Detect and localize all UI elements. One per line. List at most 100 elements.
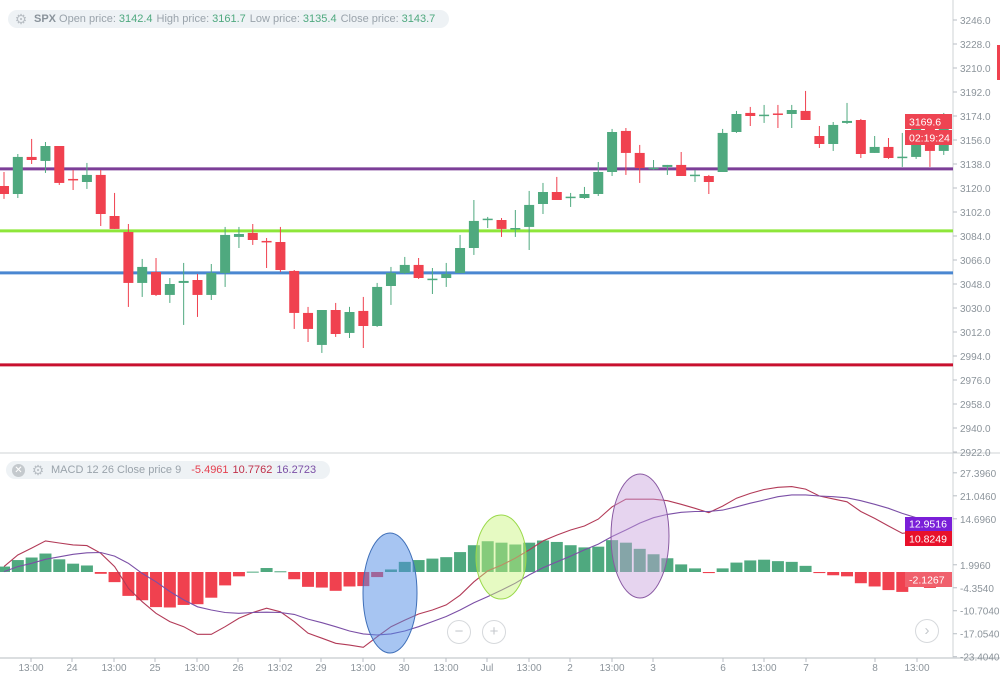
macd-histogram-bar (841, 572, 854, 577)
candle (800, 90, 811, 120)
candle (855, 118, 866, 158)
blue-ellipse-annotation[interactable] (362, 532, 418, 654)
macd-value-1: -5.4961 (191, 464, 229, 476)
candle (81, 162, 92, 189)
candle (524, 190, 535, 250)
candle-body (330, 310, 341, 334)
macd-axis-label: 27.3960 (960, 469, 997, 480)
candle (178, 262, 189, 325)
candle-body (26, 156, 37, 160)
time-axis-label: 29 (315, 663, 327, 674)
candle (316, 310, 327, 353)
macd-histogram-bar (675, 564, 688, 572)
candle (496, 218, 507, 237)
price-axis-label: 3066.0 (960, 256, 991, 267)
macd-histogram-bar (260, 568, 273, 572)
candle-body (800, 110, 811, 120)
candle-body (786, 110, 797, 114)
candle (593, 162, 604, 196)
candle-body (206, 272, 217, 295)
histogram-value-tag: -2.1267 (909, 575, 945, 587)
candle (123, 224, 134, 307)
time-axis-label: 30 (398, 663, 410, 674)
candle-body (855, 120, 866, 154)
candle-body (427, 278, 438, 281)
candle-body (717, 132, 728, 172)
last-price-tag: 3169.6 (909, 117, 941, 129)
macd-histogram-bar (80, 565, 93, 572)
candle-body (441, 274, 452, 278)
macd-histogram-bar (108, 572, 121, 583)
time-axis-label: 13:02 (267, 663, 292, 674)
candle (883, 138, 894, 159)
candle (12, 154, 23, 198)
macd-histogram-bar (785, 561, 798, 572)
time-axis-label: 13:00 (904, 663, 929, 674)
candle (662, 164, 673, 175)
gear-icon[interactable]: ⚙ (14, 11, 28, 27)
macd-histogram-bar (343, 572, 356, 587)
candle-body (551, 192, 562, 200)
candle (537, 182, 548, 214)
candle (869, 136, 880, 153)
zoom-out-button[interactable]: − (447, 620, 471, 644)
macd-histogram-bar (550, 541, 563, 572)
last-price-tag-bg (905, 114, 952, 129)
macd-histogram-bar (288, 572, 301, 580)
candle (330, 302, 341, 337)
candle-body (247, 232, 258, 240)
candle-body (0, 186, 9, 194)
candle (275, 226, 286, 272)
low-label: Low price: (249, 13, 300, 25)
macd-histogram-bar (11, 560, 24, 572)
macd-histogram-bar (702, 572, 715, 574)
macd-name: MACD 12 26 Close price 9 (51, 464, 182, 476)
candle (0, 172, 9, 199)
candle (247, 224, 258, 245)
candle (510, 210, 521, 237)
zoom-in-button[interactable]: + (482, 620, 506, 644)
price-axis-label: 2976.0 (960, 376, 991, 387)
macd-line (3, 486, 944, 648)
macd-histogram-bar (136, 572, 149, 601)
candle (814, 126, 825, 148)
candle-body (81, 174, 92, 182)
green-ellipse-annotation[interactable] (475, 514, 527, 600)
candle-body (496, 220, 507, 229)
candle-body (233, 234, 244, 237)
candle (565, 192, 576, 207)
macd-histogram-bar (647, 554, 660, 572)
candle-body (579, 194, 590, 198)
candle (399, 256, 410, 274)
gear-icon[interactable]: ⚙ (31, 462, 45, 478)
macd-axis-label: 21.0460 (960, 492, 997, 503)
macd-histogram-bar (578, 547, 591, 572)
macd-histogram-bar (758, 559, 771, 572)
time-axis-label: 13:00 (350, 663, 375, 674)
candle (151, 258, 162, 296)
candle-body (648, 167, 659, 170)
time-axis-label: 13:00 (516, 663, 541, 674)
candle (468, 200, 479, 255)
scroll-right-button[interactable]: › (915, 619, 939, 643)
candle (676, 152, 687, 176)
time-axis-label: 7 (803, 663, 809, 674)
candle (109, 192, 120, 229)
candle (772, 104, 783, 128)
signal-value-tag-bg (905, 517, 952, 531)
macd-histogram-bar (232, 572, 245, 577)
macd-histogram-bar (495, 542, 508, 572)
time-axis-label: 13:00 (433, 663, 458, 674)
price-axis-label: 3084.0 (960, 232, 991, 243)
macd-histogram-bar (854, 572, 867, 584)
macd-histogram-bar (53, 559, 66, 572)
candle (137, 258, 148, 297)
close-icon[interactable]: ✕ (12, 463, 25, 477)
macd-histogram-bar (771, 561, 784, 572)
candle-body (468, 220, 479, 248)
purple-ellipse-annotation[interactable] (610, 473, 670, 599)
macd-histogram-bar (219, 572, 232, 586)
candle-body (289, 270, 300, 313)
candle (634, 144, 645, 183)
